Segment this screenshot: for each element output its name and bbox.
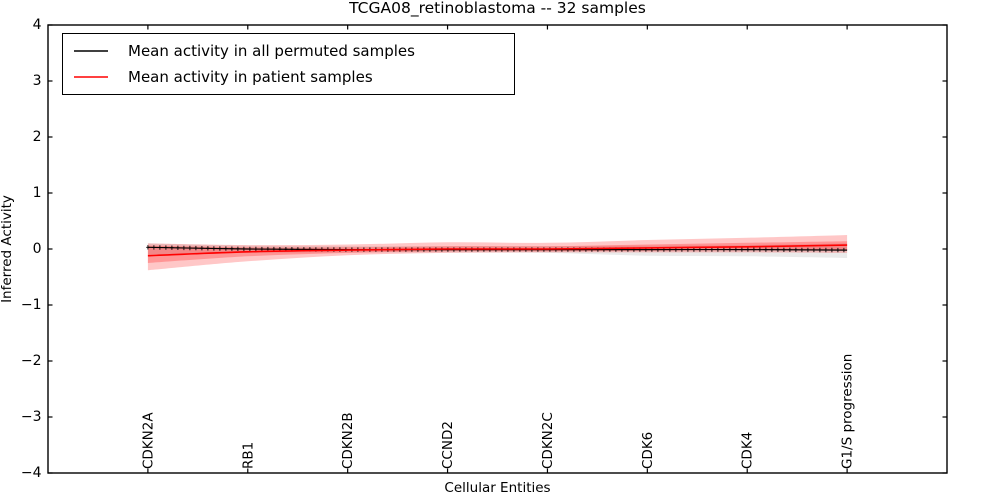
patient-band-outer xyxy=(147,235,848,271)
legend-item-patient: Mean activity in patient samples xyxy=(63,68,514,86)
y-tick-label: −4 xyxy=(21,465,42,481)
y-tick-label: 1 xyxy=(33,185,42,201)
legend: Mean activity in all permuted samples Me… xyxy=(62,33,515,95)
y-tick-label: −3 xyxy=(21,409,42,425)
x-tick-label: G1/S progression xyxy=(840,354,856,469)
x-tick-label: CDKN2C xyxy=(540,412,556,469)
y-tick-label: 2 xyxy=(33,129,42,145)
legend-permuted-line-icon xyxy=(74,50,108,52)
x-tick-label: CDKN2B xyxy=(340,412,356,469)
chart-title: TCGA08_retinoblastoma -- 32 samples xyxy=(349,0,646,17)
x-tick-label: RB1 xyxy=(240,442,256,469)
x-tick-label: CDK4 xyxy=(740,432,756,469)
x-tick-label: CDK6 xyxy=(640,432,656,469)
legend-patient-label: Mean activity in patient samples xyxy=(128,68,373,86)
y-tick-label: 0 xyxy=(33,241,42,257)
x-axis-label: Cellular Entities xyxy=(444,480,551,496)
y-tick-label: 3 xyxy=(33,73,42,89)
y-axis-label: Inferred Activity xyxy=(0,195,15,303)
legend-item-permuted: Mean activity in all permuted samples xyxy=(63,42,514,60)
legend-permuted-label: Mean activity in all permuted samples xyxy=(128,42,415,60)
x-tick-label: CDKN2A xyxy=(140,412,156,469)
legend-patient-line-icon xyxy=(74,76,108,78)
x-tick-label: CCND2 xyxy=(440,421,456,469)
patient-band-inner xyxy=(147,241,848,263)
patient-mean-line xyxy=(147,244,848,257)
y-tick-label: 4 xyxy=(33,17,42,33)
y-tick-label: −2 xyxy=(21,353,42,369)
y-tick-label: −1 xyxy=(21,297,42,313)
